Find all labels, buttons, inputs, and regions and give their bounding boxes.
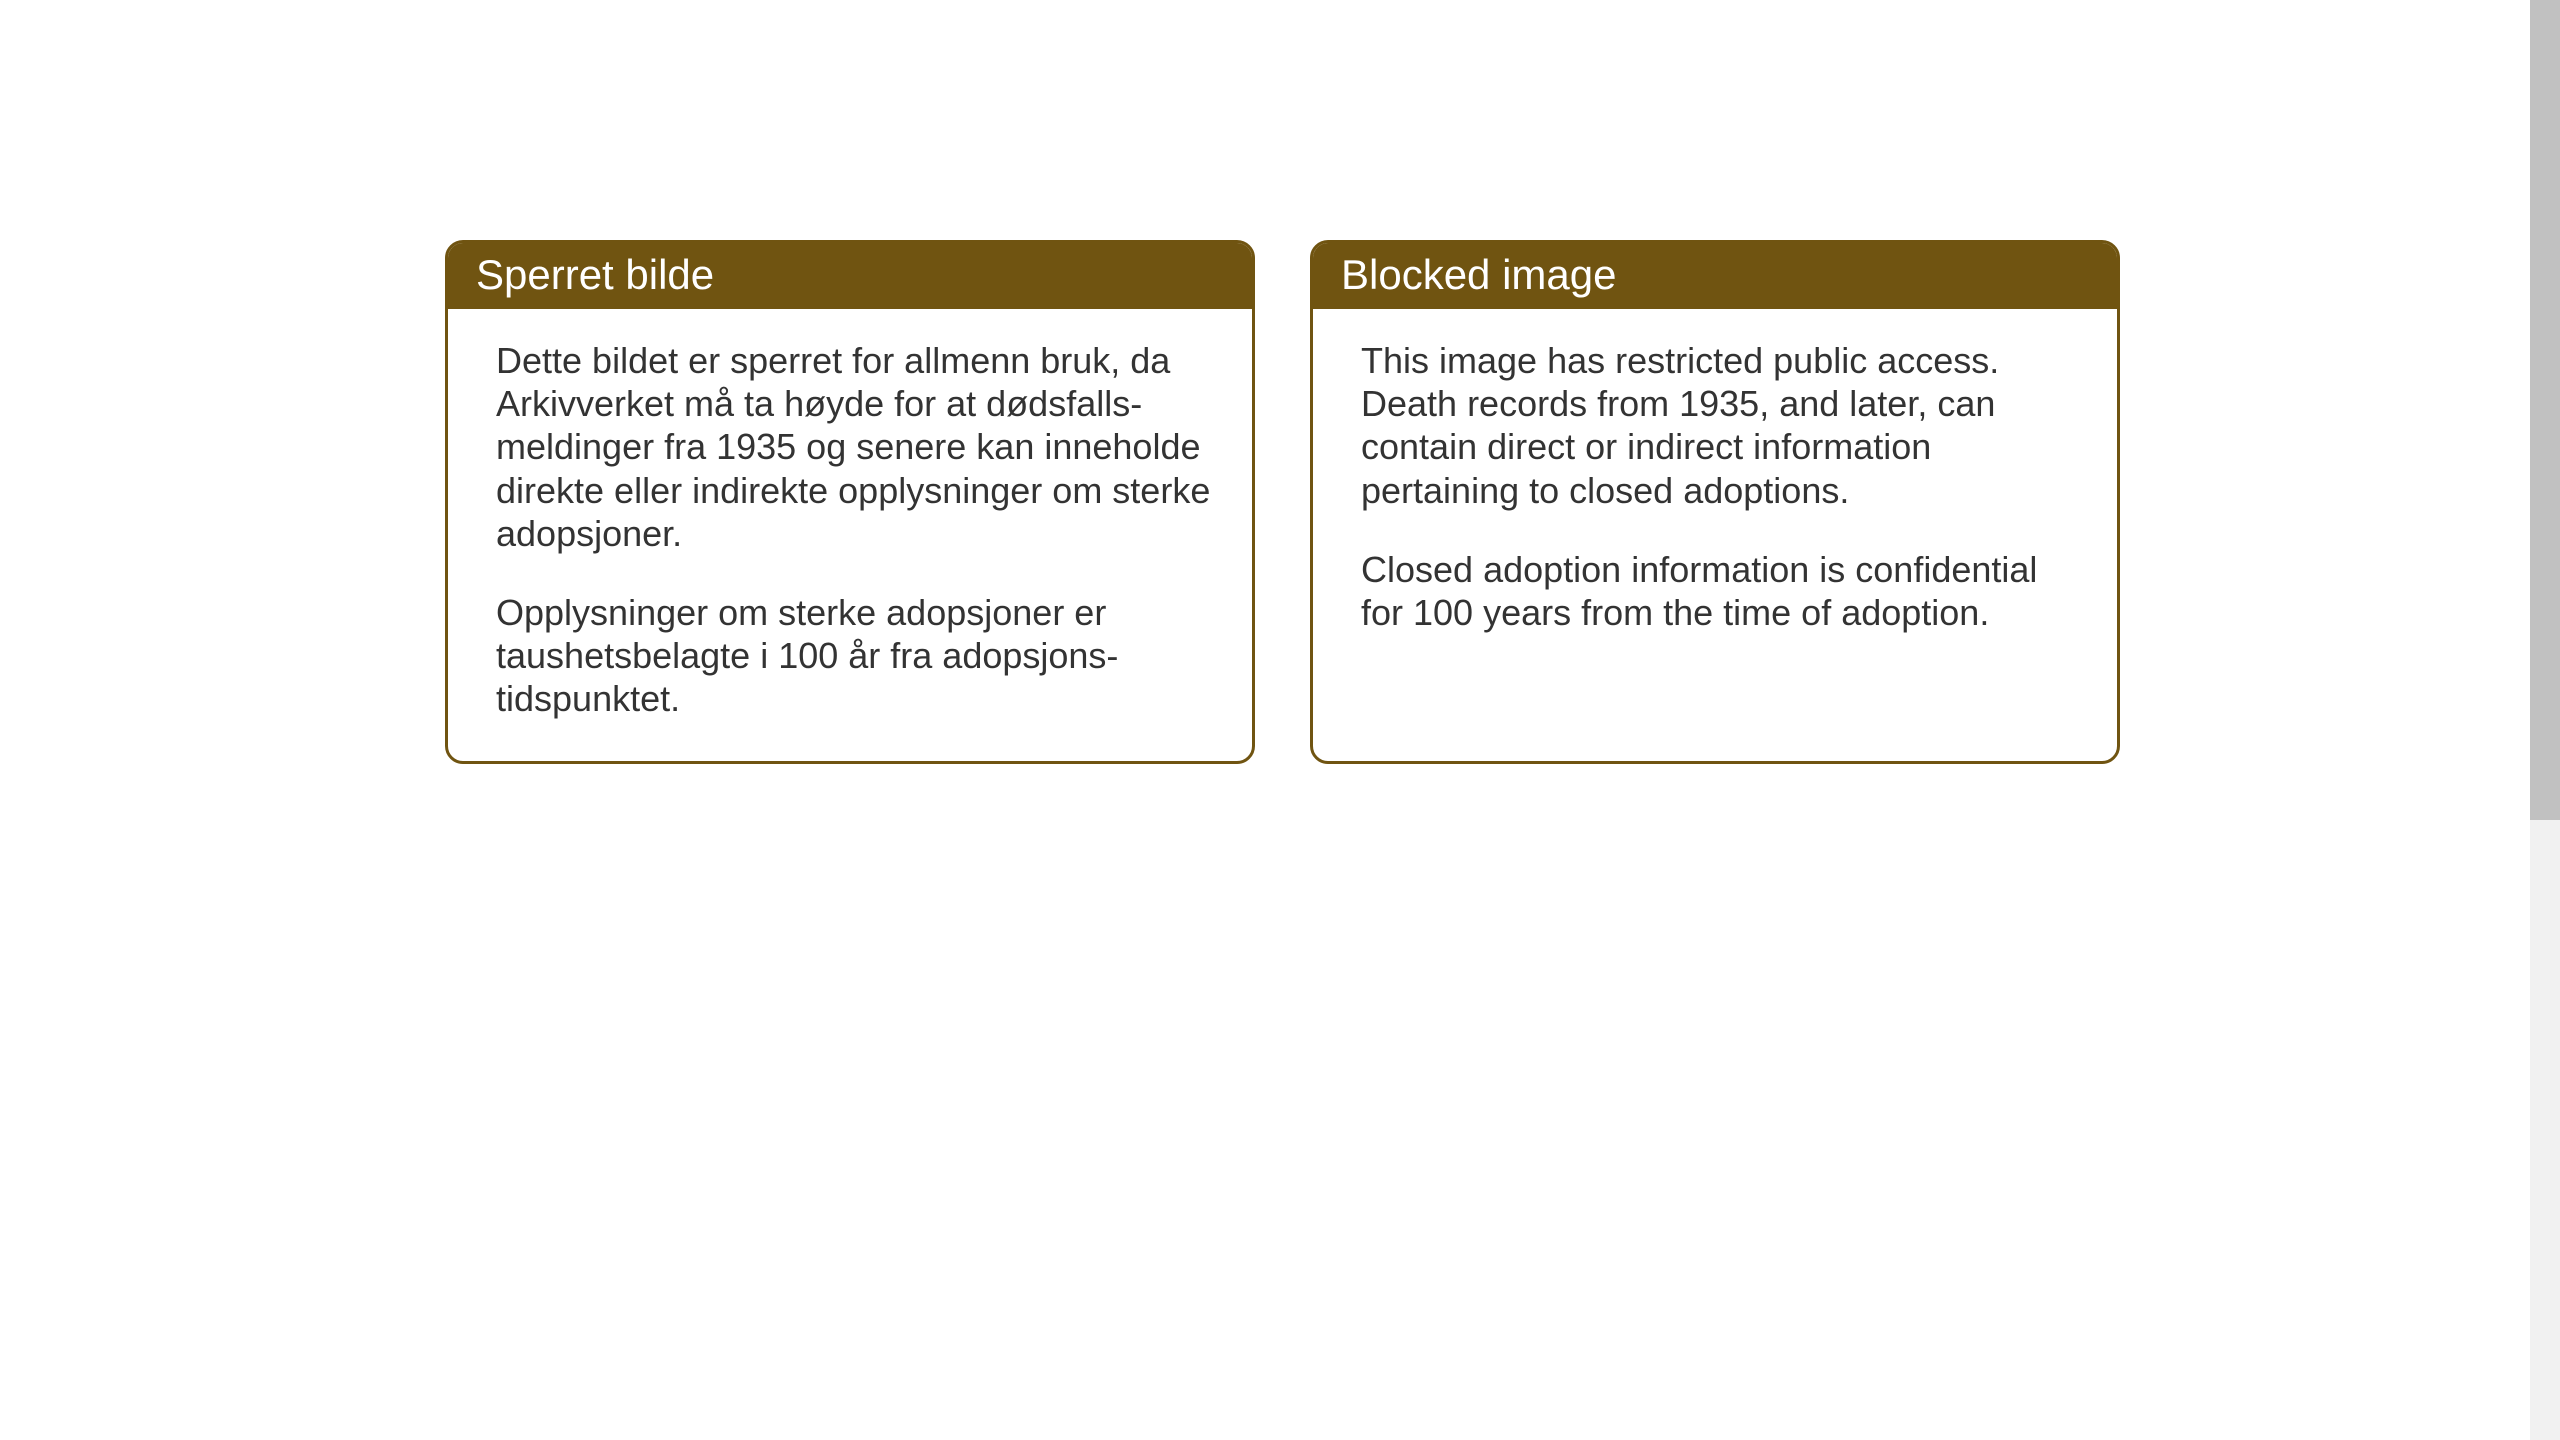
norwegian-notice-body: Dette bildet er sperret for allmenn bruk… (448, 309, 1252, 761)
notice-container: Sperret bilde Dette bildet er sperret fo… (445, 240, 2120, 764)
scrollbar-track[interactable] (2530, 0, 2560, 1440)
norwegian-paragraph-2: Opplysninger om sterke adopsjoner er tau… (496, 591, 1212, 721)
norwegian-notice-title: Sperret bilde (448, 243, 1252, 309)
english-paragraph-2: Closed adoption information is confident… (1361, 548, 2077, 634)
norwegian-notice-box: Sperret bilde Dette bildet er sperret fo… (445, 240, 1255, 764)
english-paragraph-1: This image has restricted public access.… (1361, 339, 2077, 512)
english-notice-box: Blocked image This image has restricted … (1310, 240, 2120, 764)
norwegian-paragraph-1: Dette bildet er sperret for allmenn bruk… (496, 339, 1212, 555)
english-notice-title: Blocked image (1313, 243, 2117, 309)
english-notice-body: This image has restricted public access.… (1313, 309, 2117, 674)
scrollbar-thumb[interactable] (2530, 0, 2560, 820)
